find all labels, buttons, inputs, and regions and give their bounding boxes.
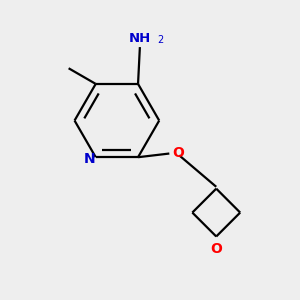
Text: 2: 2 [158, 35, 164, 45]
Text: NH: NH [129, 32, 151, 45]
Text: N: N [84, 152, 96, 166]
Text: O: O [210, 242, 222, 256]
Text: O: O [172, 146, 184, 160]
